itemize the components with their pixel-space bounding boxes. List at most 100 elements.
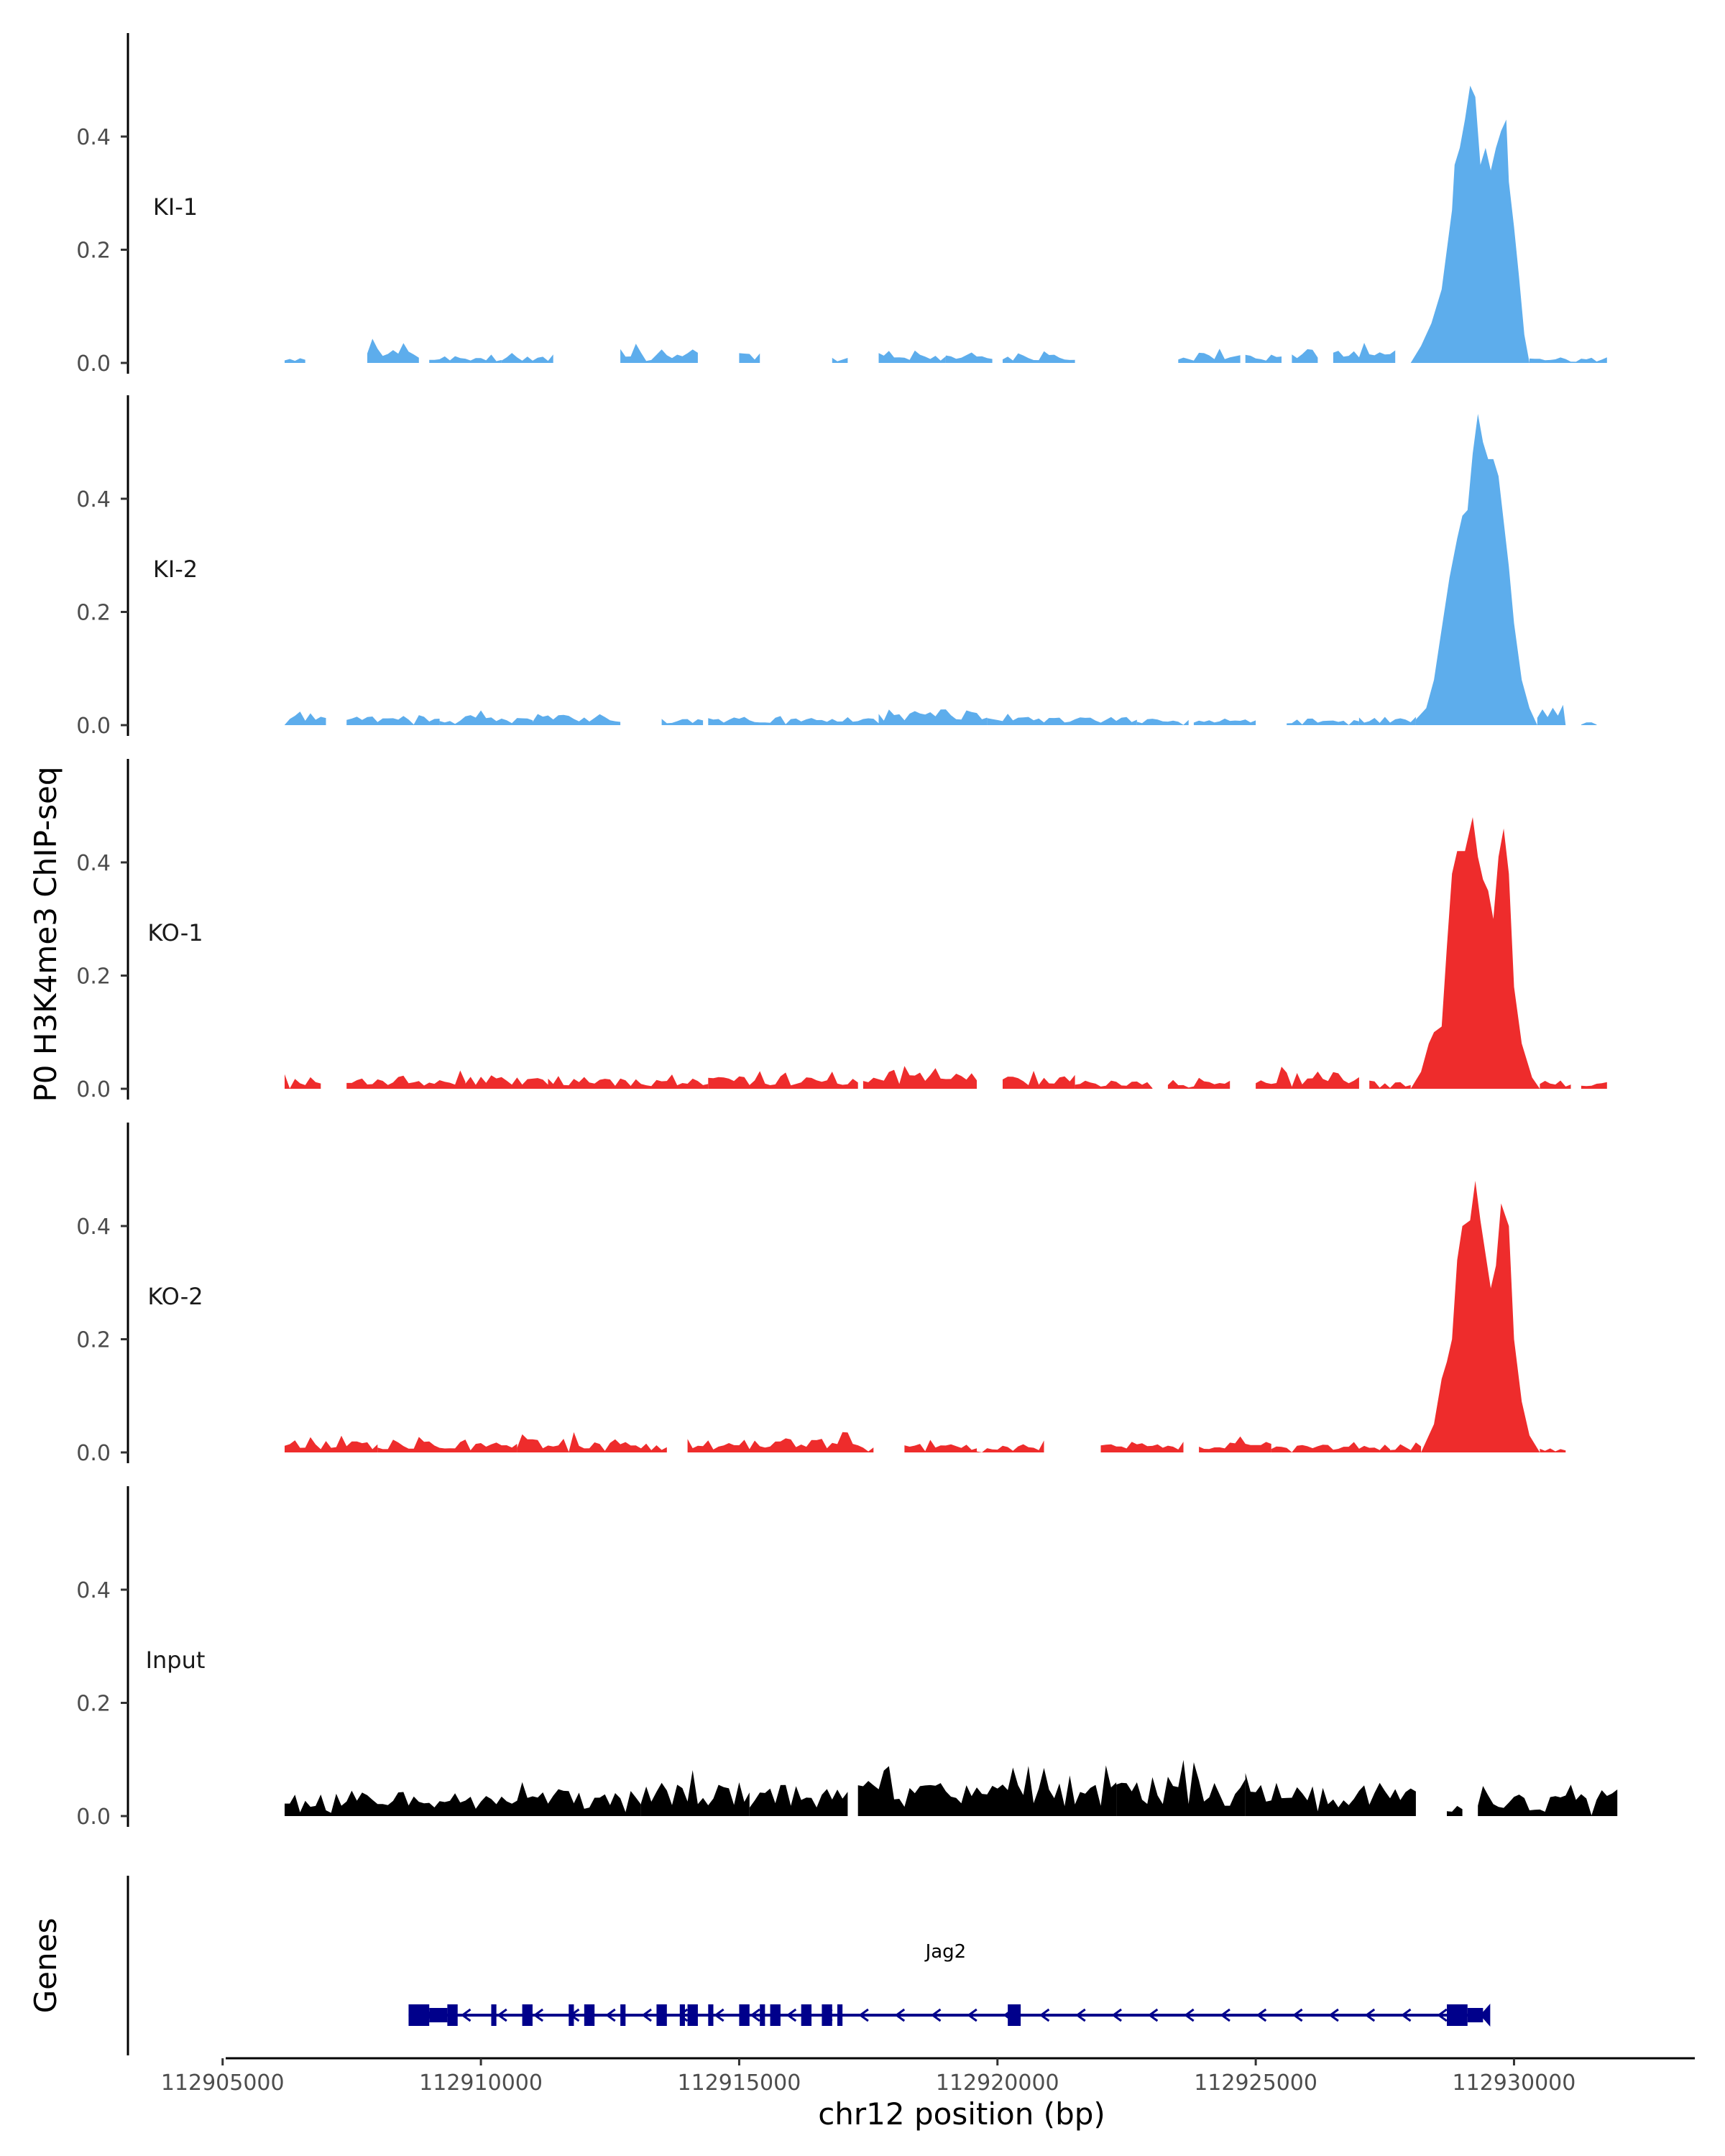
coverage-segment — [661, 719, 704, 725]
coverage-segment — [1167, 1077, 1230, 1089]
gene-exon — [656, 2004, 667, 2026]
coverage-segment — [429, 354, 502, 363]
coverage-segment — [1199, 1436, 1271, 1452]
strand-chevron — [714, 2008, 724, 2022]
genes-track-title: Genes — [28, 1918, 63, 2014]
coverage-segment — [1003, 1071, 1075, 1089]
x-tick-label: 112925000 — [1194, 2070, 1317, 2096]
coverage-peak — [1410, 817, 1540, 1089]
track-ki-1: 0.0 0.2 0.4 KI-1 — [76, 33, 1607, 377]
x-tick-label: 112920000 — [936, 2070, 1059, 2096]
coverage-segment — [878, 350, 946, 363]
gene-exon — [584, 2004, 595, 2026]
coverage-segment — [904, 1439, 977, 1452]
coverage-segment — [687, 1432, 874, 1452]
coverage-segment — [1292, 349, 1318, 363]
gene-exon — [801, 2004, 812, 2026]
gene-exon — [739, 2004, 750, 2026]
strand-chevron — [1220, 2008, 1230, 2022]
gene-track: Jag2 — [126, 1876, 1491, 2055]
gene-exon — [708, 2004, 714, 2026]
strand-chevron — [967, 2008, 978, 2022]
coverage-segment — [285, 711, 326, 725]
y-tick-label: 0.4 — [76, 125, 111, 150]
coverage-segment — [832, 357, 848, 363]
gene-utr — [1467, 2008, 1484, 2022]
coverage-segment — [749, 1784, 848, 1816]
y-tick-label: 0.4 — [76, 851, 111, 876]
gene-exon — [822, 2004, 832, 2026]
strand-chevron — [1039, 2008, 1050, 2022]
coverage-peak — [1410, 86, 1530, 363]
coverage-segment — [945, 352, 993, 363]
coverage-segment — [1369, 1080, 1411, 1089]
track-label: Input — [146, 1646, 206, 1674]
coverage-segment — [346, 715, 440, 725]
coverage-segment — [1193, 718, 1256, 725]
coverage-segment — [1075, 1080, 1153, 1089]
gene-exon — [620, 2004, 626, 2026]
strand-chevron — [1328, 2008, 1339, 2022]
strand-chevron — [460, 2008, 472, 2022]
strand-chevron — [533, 2008, 544, 2022]
y-tick-label: 0.2 — [76, 1328, 111, 1353]
strand-chevron — [497, 2008, 507, 2022]
y-tick-label: 0.2 — [76, 964, 111, 990]
x-tick-label: 112905000 — [161, 2070, 285, 2096]
y-tick-label: 0.0 — [76, 1077, 111, 1102]
coverage-segment — [285, 1074, 321, 1089]
x-axis: 112905000 112910000 112915000 112920000 1129… — [161, 2057, 1695, 2096]
coverage-segment — [1116, 1759, 1246, 1816]
y-tick-label: 0.0 — [76, 351, 111, 377]
y-tick-label: 0.2 — [76, 1692, 111, 1717]
coverage-segment — [367, 338, 419, 363]
coverage-tracks: 0.00.20.4KI-10.00.20.4KI-20.00.20.4KO-10… — [76, 33, 1618, 1830]
coverage-segment — [862, 1066, 977, 1089]
coverage-segment — [439, 710, 533, 725]
y-tick-label: 0.4 — [76, 487, 111, 512]
coverage-segment — [1390, 1442, 1422, 1452]
coverage-segment — [1136, 719, 1189, 725]
x-tick-label: 112910000 — [419, 2070, 543, 2096]
coverage-segment — [878, 709, 988, 725]
strand-chevron — [822, 2008, 833, 2022]
track-ki-2: 0.0 0.2 0.4 KI-2 — [76, 395, 1597, 739]
coverage-segment — [1478, 1784, 1618, 1816]
strand-chevron — [1111, 2008, 1122, 2022]
strand-chevron — [894, 2008, 906, 2022]
coverage-segment — [517, 1432, 667, 1452]
coverage-peak — [1421, 1181, 1540, 1452]
coverage-segment — [1178, 349, 1241, 363]
coverage-segment — [501, 353, 553, 363]
coverage-segment — [285, 358, 305, 363]
y-axis-title: P0 H3K4me3 ChIP-seq — [28, 766, 63, 1102]
strand-chevron — [1400, 2008, 1412, 2022]
strand-chevron — [1147, 2008, 1159, 2022]
coverage-segment — [1358, 717, 1416, 725]
strand-chevron — [605, 2008, 616, 2022]
coverage-segment — [987, 714, 1137, 725]
track-ko-2: 0.0 0.2 0.4 KO-2 — [76, 1123, 1566, 1466]
track-label: KI-2 — [153, 556, 198, 583]
strand-chevron — [1437, 2008, 1448, 2022]
strand-chevron — [1364, 2008, 1376, 2022]
coverage-peak — [1415, 413, 1537, 725]
gene-exon — [770, 2004, 781, 2026]
gene-exon — [837, 2004, 843, 2026]
track-label: KO-1 — [147, 919, 203, 946]
coverage-segment — [1003, 351, 1075, 363]
coverage-segment — [1537, 704, 1566, 725]
coverage-segment — [346, 1070, 466, 1089]
coverage-segment — [1333, 343, 1396, 363]
coverage-segment — [533, 714, 621, 725]
strand-chevron — [569, 2008, 580, 2022]
strand-arrow — [1480, 2004, 1491, 2027]
y-tick-label: 0.0 — [76, 1805, 111, 1830]
coverage-segment — [1540, 1448, 1566, 1452]
gene-utr — [429, 2008, 448, 2022]
coverage-segment — [1581, 722, 1597, 725]
coverage-segment — [465, 1075, 548, 1089]
y-tick-label: 0.2 — [76, 239, 111, 264]
strand-chevron — [677, 2008, 689, 2022]
